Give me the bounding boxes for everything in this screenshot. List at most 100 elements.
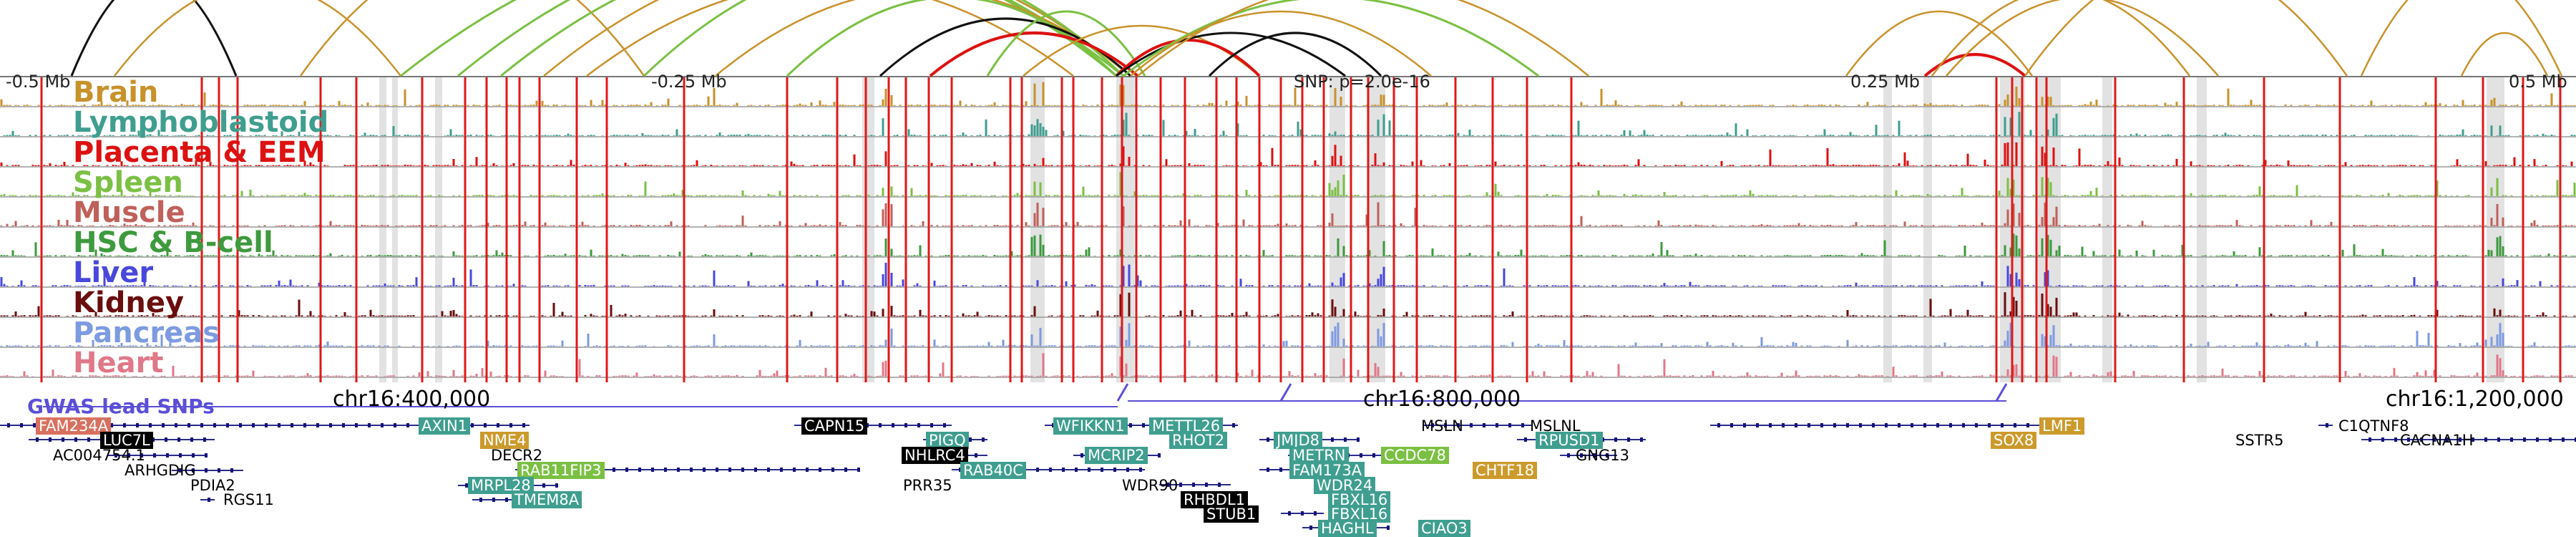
gene-exon — [1593, 453, 1596, 458]
gene-exon — [49, 437, 52, 442]
gene-exon — [1795, 423, 1797, 427]
gene-exon — [200, 423, 203, 427]
gene-exon — [471, 423, 474, 427]
gene-rab40c: RAB40C — [960, 462, 1026, 479]
gene-exon — [252, 423, 255, 427]
track-label-pancreas: Pancreas — [73, 316, 220, 349]
gene-exon — [542, 483, 545, 488]
spleen-track-signal — [0, 172, 2576, 196]
highlight-column — [862, 77, 874, 382]
chr-label-1200k: chr16:1,200,000 — [2386, 387, 2564, 412]
gene-exon — [1846, 423, 1849, 427]
gene-exon — [741, 468, 744, 472]
interaction-arc — [1137, 0, 1589, 77]
interaction-arc — [643, 0, 1125, 77]
gene-exon — [177, 437, 180, 442]
gene-exon — [179, 453, 182, 458]
gene-exon — [406, 423, 409, 427]
gene-stub1: STUB1 — [1204, 505, 1259, 523]
gene-exon — [1101, 468, 1103, 472]
gene-exon — [1769, 423, 1772, 427]
gwas-lead-snp-marker — [1995, 383, 2008, 402]
gene-exon — [1360, 453, 1362, 458]
interaction-arc — [586, 0, 1074, 77]
gene-jmjd8: JMJD8 — [1274, 432, 1323, 449]
gene-exon — [316, 423, 319, 427]
gene-exon — [1142, 423, 1145, 427]
axis-tick-left: -0.5 Mb — [6, 72, 71, 92]
gene-exon — [166, 453, 169, 458]
gene-exon — [136, 423, 139, 427]
interaction-arc — [70, 0, 238, 77]
gene-exon — [613, 468, 615, 472]
chr-label-800k: chr16:800,000 — [1363, 387, 1521, 412]
track-label-hsc-bcell: HSC & B-cell — [73, 226, 273, 259]
gene-mcrip2: MCRIP2 — [1085, 447, 1148, 464]
gene-exon — [1049, 468, 1052, 472]
gene-exon — [2001, 423, 2004, 427]
muscle-track-signal — [0, 202, 2576, 226]
gene-fam173a: FAM173A — [1289, 462, 1365, 479]
gene-exon — [1192, 483, 1195, 487]
gene-exon — [2368, 437, 2371, 442]
gene-metrn: METRN — [1289, 447, 1349, 464]
gene-exon — [879, 423, 882, 427]
gene-exon — [1232, 423, 1235, 427]
gene-exon — [892, 423, 894, 427]
gene-exon — [1075, 468, 1078, 472]
gene-exon — [1833, 423, 1836, 427]
gene-exon — [780, 468, 783, 472]
brain-track-signal — [0, 82, 2576, 106]
heart-track-signal — [0, 352, 2573, 377]
gene-exon — [716, 468, 718, 472]
gene-exon — [1344, 437, 1347, 442]
track-label-muscle: Muscle — [73, 196, 185, 229]
gene-exon — [2510, 437, 2513, 442]
gene-gng13: GNG13 — [1576, 447, 1629, 464]
gene-exon — [2536, 437, 2539, 442]
gene-exon — [690, 468, 693, 472]
gene-lmf1: LMF1 — [2039, 417, 2085, 435]
gene-exon — [505, 498, 508, 502]
gene-exon — [1205, 483, 1208, 487]
gene-tmem8a: TMEM8A — [512, 491, 582, 508]
track-label-placenta: Placenta & EEM — [73, 136, 326, 169]
gene-nhlrc4: NHLRC4 — [902, 447, 968, 464]
gene-exon — [2394, 437, 2397, 442]
gene-exon — [2575, 437, 2576, 442]
interaction-arc — [1946, 0, 2219, 77]
gene-exon — [114, 453, 117, 458]
gene-exon — [1267, 437, 1269, 442]
interaction-arc — [299, 0, 645, 77]
highlight-column — [435, 77, 442, 382]
gene-exon — [1113, 468, 1116, 472]
gene-exon — [1080, 453, 1083, 458]
interaction-arc — [1208, 32, 1382, 77]
pancreas-track-signal — [0, 322, 2576, 347]
gene-exon — [179, 468, 182, 473]
gene-exon — [1521, 423, 1524, 427]
gene-exon — [1859, 423, 1862, 427]
interaction-arc — [1116, 32, 1346, 77]
gene-exon — [1885, 423, 1888, 427]
gene-exon — [1820, 423, 1823, 427]
gene-exon — [2549, 437, 2552, 442]
gene-exon — [767, 468, 770, 472]
gene-exon — [1524, 437, 1527, 442]
gene-exon — [1949, 423, 1952, 427]
gene-exon — [1496, 423, 1498, 427]
gene-exon — [1062, 468, 1065, 472]
gene-exon — [819, 468, 821, 472]
gene-exon — [33, 423, 36, 427]
track-label-kidney: Kidney — [73, 286, 185, 319]
gene-luc7l: LUC7L — [100, 432, 153, 449]
gene-sstr5: SSTR5 — [2235, 432, 2284, 449]
track-label-spleen: Spleen — [73, 166, 183, 199]
gene-exon — [1614, 437, 1617, 442]
gene-exon — [218, 468, 220, 473]
gene-exon — [1288, 511, 1291, 516]
gene-exon — [303, 423, 306, 427]
gene-exon — [1567, 453, 1570, 458]
gene-exon — [62, 437, 64, 442]
